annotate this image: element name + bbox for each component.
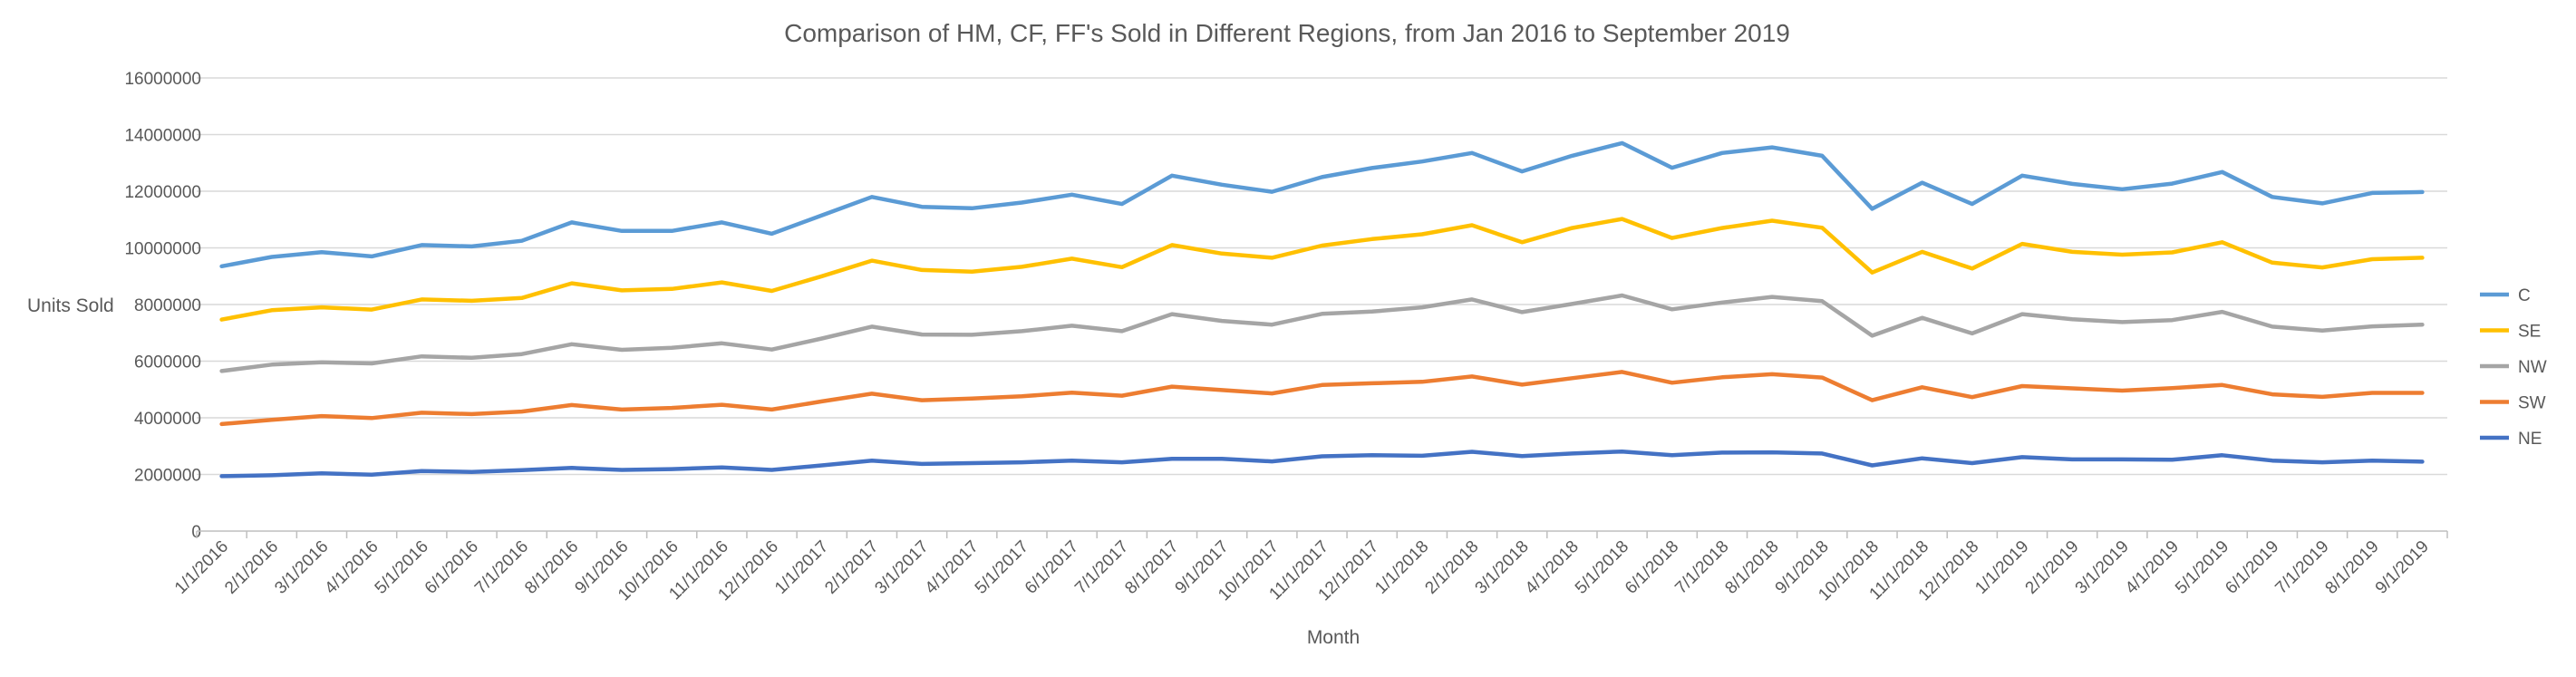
x-tick-label: 6/1/2017 [1022, 537, 1082, 598]
x-tick-label: 2/1/2017 [821, 537, 882, 598]
x-tick-label: 3/1/2017 [871, 537, 932, 598]
y-tick-label: 6000000 [134, 353, 201, 372]
x-tick-label: 5/1/2017 [972, 537, 1032, 598]
legend-label-c: C [2518, 286, 2531, 305]
y-axis-ticks: 0200000040000006000000800000010000000120… [124, 70, 201, 542]
y-tick-label: 16000000 [124, 70, 201, 89]
x-tick-label: 3/1/2018 [1472, 537, 1533, 598]
x-tick-label: 1/1/2018 [1371, 537, 1432, 598]
x-tick-label: 3/1/2016 [271, 537, 332, 598]
x-tick-label: 5/1/2016 [372, 537, 432, 598]
x-tick-label: 5/1/2018 [1572, 537, 1632, 598]
x-tick-label: 4/1/2019 [2122, 537, 2183, 598]
legend: C SE NW SW NE [2480, 286, 2547, 449]
x-tick-label: 3/1/2019 [2072, 537, 2133, 598]
x-tick-label: 1/1/2016 [171, 537, 232, 598]
x-tick-label: 2/1/2019 [2022, 537, 2083, 598]
x-tick-label: 6/1/2019 [2222, 537, 2282, 598]
x-axis-label: Month [1307, 627, 1360, 648]
legend-label-se: SE [2518, 323, 2541, 342]
x-tick-label: 2/1/2016 [221, 537, 282, 598]
x-tick-label: 6/1/2018 [1622, 537, 1682, 598]
y-axis-label: Units Sold [27, 295, 114, 316]
x-tick-label: 1/1/2019 [1971, 537, 2032, 598]
series-line-nw [222, 295, 2423, 371]
gridlines [197, 78, 2447, 475]
y-tick-label: 4000000 [134, 410, 201, 429]
x-tick-label: 4/1/2018 [1522, 537, 1583, 598]
x-axis-ticks: 1/1/20162/1/20163/1/20164/1/20165/1/2016… [171, 531, 2447, 604]
x-tick-label: 4/1/2017 [922, 537, 983, 598]
x-tick-label: 5/1/2019 [2172, 537, 2232, 598]
y-tick-label: 8000000 [134, 296, 201, 315]
legend-label-sw: SW [2518, 394, 2546, 413]
legend-label-ne: NE [2518, 430, 2542, 449]
y-tick-label: 2000000 [134, 467, 201, 486]
series-line-sw [222, 372, 2423, 424]
x-tick-label: 7/1/2016 [471, 537, 532, 598]
y-tick-label: 10000000 [124, 240, 201, 259]
x-tick-label: 9/1/2019 [2372, 537, 2433, 598]
x-tick-label: 4/1/2016 [322, 537, 383, 598]
series-line-ne [222, 451, 2423, 476]
x-tick-label: 8/1/2016 [521, 537, 582, 598]
y-tick-label: 14000000 [124, 127, 201, 146]
x-tick-label: 8/1/2019 [2322, 537, 2383, 598]
x-tick-label: 8/1/2017 [1121, 537, 1182, 598]
x-tick-label: 7/1/2017 [1071, 537, 1132, 598]
y-tick-label: 12000000 [124, 183, 201, 202]
x-tick-label: 1/1/2017 [771, 537, 832, 598]
x-tick-label: 2/1/2018 [1421, 537, 1482, 598]
series-lines [222, 143, 2423, 477]
x-tick-label: 7/1/2018 [1671, 537, 1732, 598]
x-tick-label: 7/1/2019 [2271, 537, 2332, 598]
x-tick-label: 8/1/2018 [1721, 537, 1782, 598]
chart-title: Comparison of HM, CF, FF's Sold in Diffe… [784, 19, 1790, 47]
x-tick-label: 6/1/2016 [421, 537, 482, 598]
legend-label-nw: NW [2518, 358, 2547, 377]
